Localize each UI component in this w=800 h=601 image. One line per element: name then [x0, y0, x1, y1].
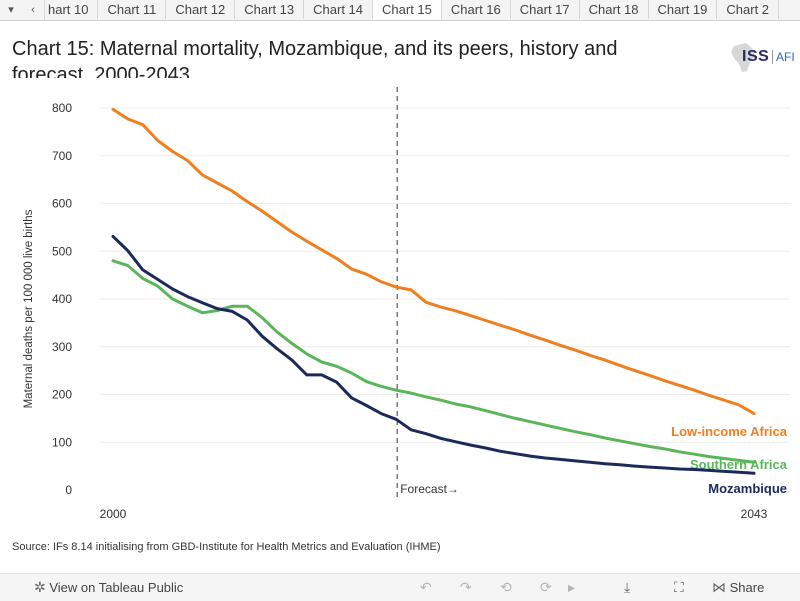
tab-chart-16[interactable]: Chart 16 [442, 0, 511, 19]
pause-icon[interactable]: ▸ [568, 579, 576, 595]
source-note: Source: IFs 8.14 initialising from GBD-I… [12, 541, 441, 553]
tableau-icon: ✲ [34, 579, 46, 595]
y-tick-label: 500 [52, 244, 72, 258]
chart-title: Chart 15: Maternal mortality, Mozambique… [12, 38, 618, 78]
y-tick-label: 700 [52, 149, 72, 163]
y-tick-label: 600 [52, 197, 72, 211]
series-line-southern-africa [111, 259, 756, 464]
tab-chart-19[interactable]: Chart 19 [649, 0, 718, 19]
revert-icon[interactable]: ⟲ [500, 579, 512, 595]
fullscreen-icon[interactable]: ⛶ [674, 579, 684, 595]
tab-chart-2[interactable]: Chart 2 [717, 0, 780, 19]
redo-icon[interactable]: ↷ [460, 579, 472, 595]
y-tick-label: 0 [65, 483, 72, 497]
share-button[interactable]: ⋈ Share [712, 574, 764, 601]
series-line-mozambique [111, 234, 756, 475]
tab-dropdown-icon[interactable]: ▾ [0, 0, 23, 20]
sheet-tab-bar: ▾ ‹ hart 10 Chart 11 Chart 12 Chart 13 Chart… [0, 0, 800, 21]
view-on-tableau-label: View on Tableau Public [49, 580, 184, 595]
tab-chart-14[interactable]: Chart 14 [304, 0, 374, 19]
line-chart: 0 100 200 300 400 500 600 700 800 Maternal deaths… [23, 87, 790, 521]
y-tick-label: 300 [52, 340, 72, 354]
series-line-low-income-africa [111, 107, 756, 416]
y-tick-label: 400 [52, 292, 72, 306]
share-label: Share [729, 580, 765, 595]
tableau-toolbar: ✲ View on Tableau Public ↶ ↷ ⟲ ⟳ ▸ ⤓ ⛶ ⋈… [0, 573, 800, 601]
sheet-tabs: hart 10 Chart 11 Chart 12 Chart 13 Chart 14 C… [44, 0, 780, 20]
tab-hart-10[interactable]: hart 10 [44, 0, 99, 19]
tab-chart-13[interactable]: Chart 13 [235, 0, 305, 19]
tab-chart-17[interactable]: Chart 17 [511, 0, 580, 19]
tab-chart-18[interactable]: Chart 18 [580, 0, 649, 19]
tab-chart-11[interactable]: Chart 11 [98, 0, 167, 19]
y-axis-label: Maternal deaths per 100 000 live births [23, 209, 35, 408]
y-tick-label: 100 [52, 435, 72, 449]
tab-scroll-left-icon[interactable]: ‹ [22, 0, 45, 20]
africa-map-icon [731, 43, 755, 72]
tab-chart-12[interactable]: Chart 12 [166, 0, 236, 19]
view-on-tableau-button[interactable]: ✲ View on Tableau Public [34, 574, 183, 601]
share-icon: ⋈ [712, 579, 726, 595]
refresh-icon[interactable]: ⟳ [540, 579, 552, 595]
tab-chart-15[interactable]: Chart 15 [373, 0, 442, 20]
x-tick-label: 2000 [100, 507, 127, 521]
y-tick-label: 800 [52, 101, 72, 115]
x-tick-label: 2043 [741, 507, 768, 521]
iss-africa-logo: ISS AFI [728, 40, 795, 74]
series-label: Low-income Africa [671, 424, 788, 439]
logo-suffix: AFI [772, 50, 795, 64]
forecast-label: Forecast→ [400, 482, 459, 496]
y-tick-label: 200 [52, 388, 72, 402]
logo-text: ISS [742, 48, 770, 65]
series-label: Southern Africa [690, 457, 788, 472]
download-icon[interactable]: ⤓ [624, 579, 631, 595]
undo-icon[interactable]: ↶ [420, 579, 432, 595]
series-label: Mozambique [708, 481, 787, 496]
